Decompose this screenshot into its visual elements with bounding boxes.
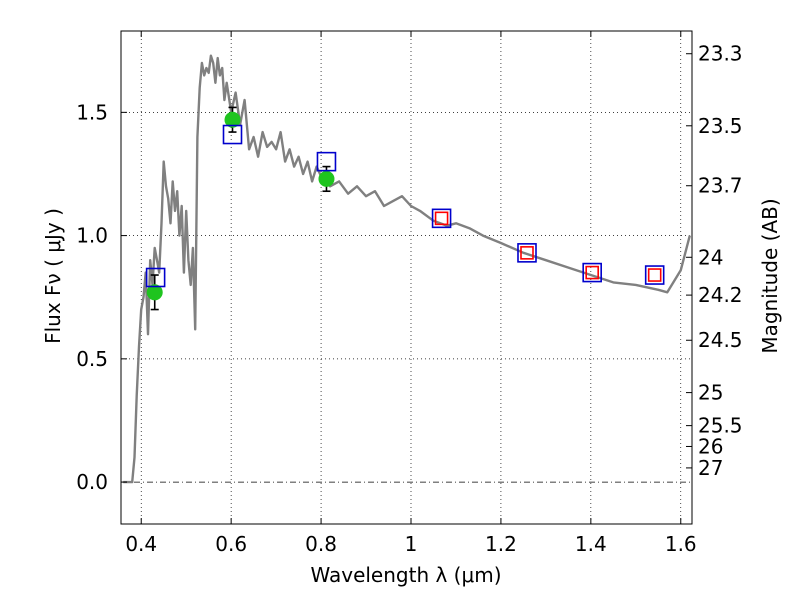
plot-frame	[120, 30, 693, 525]
observed-flux-point	[224, 111, 241, 128]
model-flux-square	[585, 265, 599, 280]
x-tick-label: 0.8	[305, 532, 337, 556]
model-flux-square	[222, 124, 243, 145]
y-axis-title: Flux Fν ( μJy )	[41, 208, 65, 344]
tick-marks	[121, 31, 692, 524]
right-tick-label: 24.2	[698, 283, 743, 307]
model-flux-square	[582, 262, 602, 283]
y-tick-label: 0.5	[76, 347, 108, 371]
x-tick-label: 1.6	[665, 532, 697, 556]
x-tick-label: 0.4	[125, 532, 157, 556]
grid-lines	[121, 31, 692, 524]
right-axis-title: Magnitude (AB)	[758, 198, 782, 353]
model-flux-square	[316, 151, 337, 172]
y-tick-label: 1.5	[76, 100, 108, 124]
right-tick-label: 24.5	[698, 328, 743, 352]
model-flux-square	[647, 268, 662, 282]
model-flux-square	[517, 243, 537, 263]
model-spectrum-line	[123, 54, 691, 484]
model-flux-square	[434, 211, 449, 226]
right-tick-label: 24	[698, 245, 723, 269]
y-tick-labels: 0.0 0.5 1.0 1.5	[76, 100, 108, 494]
right-tick-label: 27	[698, 456, 723, 480]
model-flux-square	[431, 208, 452, 229]
x-tick-label: 1.2	[485, 532, 517, 556]
right-tick-label: 25	[698, 381, 723, 405]
y-tick-label: 0.0	[76, 470, 108, 494]
x-tick-label: 1.4	[575, 532, 607, 556]
right-tick-label: 26	[698, 434, 723, 458]
right-tick-label: 25.5	[698, 414, 743, 438]
model-flux-square	[644, 265, 665, 285]
x-tick-labels: 0.4 0.6 0.8 1 1.2 1.4 1.6	[125, 532, 696, 556]
model-flux-square	[145, 267, 166, 288]
observed-flux-point	[318, 170, 335, 187]
right-tick-label: 23.7	[698, 174, 743, 198]
right-tick-label: 23.5	[698, 114, 743, 138]
series-layer	[123, 54, 691, 484]
observed-flux-point	[146, 284, 163, 301]
x-axis-title: Wavelength λ (μm)	[310, 563, 501, 587]
y-tick-label: 1.0	[76, 224, 108, 248]
model-flux-square	[520, 246, 534, 260]
x-tick-label: 1	[405, 532, 418, 556]
right-tick-label: 23.3	[698, 42, 743, 66]
x-tick-label: 0.6	[215, 532, 247, 556]
